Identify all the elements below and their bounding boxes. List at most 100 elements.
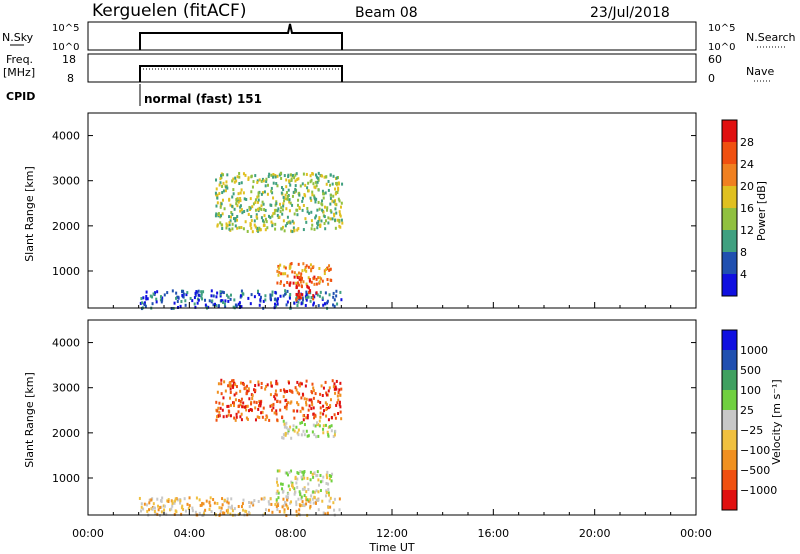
data-cell	[240, 181, 243, 185]
data-cell	[254, 174, 257, 178]
data-cell	[310, 400, 313, 404]
data-cell	[207, 305, 210, 309]
freq-label: Freq.	[6, 53, 33, 66]
data-cell	[234, 219, 237, 223]
nsearch-tick-top: 10^5	[708, 23, 735, 34]
data-cell	[314, 216, 317, 220]
data-cell	[291, 203, 294, 207]
data-cell	[218, 410, 221, 414]
nsky-tick-bottom: 10^0	[52, 42, 79, 53]
data-cell	[146, 509, 149, 513]
data-cell	[316, 293, 319, 297]
data-cell	[176, 299, 179, 303]
colorbar-tick-label: −1000	[740, 484, 777, 497]
data-cell	[290, 177, 293, 181]
data-cell	[229, 414, 232, 418]
data-cell	[276, 174, 279, 178]
data-cell	[245, 391, 248, 395]
data-cell	[300, 475, 303, 479]
data-cell	[264, 508, 267, 512]
data-cell	[316, 226, 319, 230]
data-cell	[282, 188, 285, 192]
colorbar-segment	[722, 230, 737, 252]
data-cell	[233, 507, 236, 511]
data-cell	[184, 303, 187, 307]
data-cell	[319, 473, 322, 477]
data-cell	[325, 407, 328, 411]
data-cell	[302, 262, 305, 266]
data-cell	[256, 226, 259, 230]
data-cell	[340, 417, 343, 421]
data-cell	[274, 175, 277, 179]
data-cell	[221, 184, 224, 188]
data-cell	[296, 300, 299, 304]
data-cell	[204, 298, 207, 302]
data-cell	[296, 177, 299, 181]
data-cell	[281, 212, 284, 216]
colorbar-segment	[722, 450, 737, 470]
data-cell	[258, 178, 261, 182]
data-cell	[318, 216, 321, 220]
data-cell	[193, 296, 196, 300]
data-cell	[219, 205, 222, 209]
data-cell	[283, 422, 286, 426]
data-cell	[301, 477, 304, 481]
colorbar-tick-label: 24	[740, 158, 754, 171]
data-cell	[279, 263, 282, 267]
colorbar-segment	[722, 186, 737, 208]
data-cell	[161, 496, 164, 500]
data-cell	[215, 193, 218, 197]
data-cell	[271, 222, 274, 226]
data-cell	[217, 382, 220, 386]
data-cell	[210, 510, 213, 514]
data-cell	[300, 272, 303, 276]
data-cell	[327, 188, 330, 192]
data-cell	[247, 177, 250, 181]
data-cell	[275, 202, 278, 206]
data-cell	[269, 293, 272, 297]
data-cell	[330, 429, 333, 433]
data-cell	[338, 400, 341, 404]
data-cell	[271, 214, 274, 218]
data-cell	[334, 385, 337, 389]
data-cell	[337, 391, 340, 395]
data-cell	[340, 387, 343, 391]
data-cell	[143, 303, 146, 307]
y-tick-label: 1000	[52, 472, 80, 485]
data-cell	[280, 191, 283, 195]
data-cell	[235, 412, 238, 416]
data-cell	[302, 172, 305, 176]
data-cell	[142, 296, 145, 300]
data-cell	[223, 380, 226, 384]
data-cell	[173, 512, 176, 516]
data-cell	[301, 269, 304, 273]
data-cell	[304, 194, 307, 198]
data-cell	[272, 402, 275, 406]
data-cell	[240, 412, 243, 416]
data-cell	[268, 214, 271, 218]
y-tick-label: 4000	[52, 337, 80, 350]
data-cell	[311, 193, 314, 197]
data-cell	[229, 390, 232, 394]
data-cell	[313, 471, 316, 475]
data-cell	[215, 204, 218, 208]
data-cell	[282, 272, 285, 276]
data-cell	[282, 294, 285, 298]
data-cell	[215, 187, 218, 191]
data-cell	[295, 281, 298, 285]
data-cell	[324, 219, 327, 223]
data-cell	[220, 214, 223, 218]
data-cell	[296, 275, 299, 279]
data-cell	[305, 172, 308, 176]
data-cell	[330, 474, 333, 478]
data-cell	[281, 505, 284, 509]
data-cell	[307, 408, 310, 412]
power-ylabel: Slant Range [km]	[23, 166, 36, 262]
data-cell	[330, 193, 333, 197]
colorbar-segment	[722, 370, 737, 390]
data-cell	[166, 291, 169, 295]
data-cell	[289, 173, 292, 177]
data-cell	[301, 293, 304, 297]
colorbar-segment	[722, 470, 737, 490]
data-cell	[271, 191, 274, 195]
